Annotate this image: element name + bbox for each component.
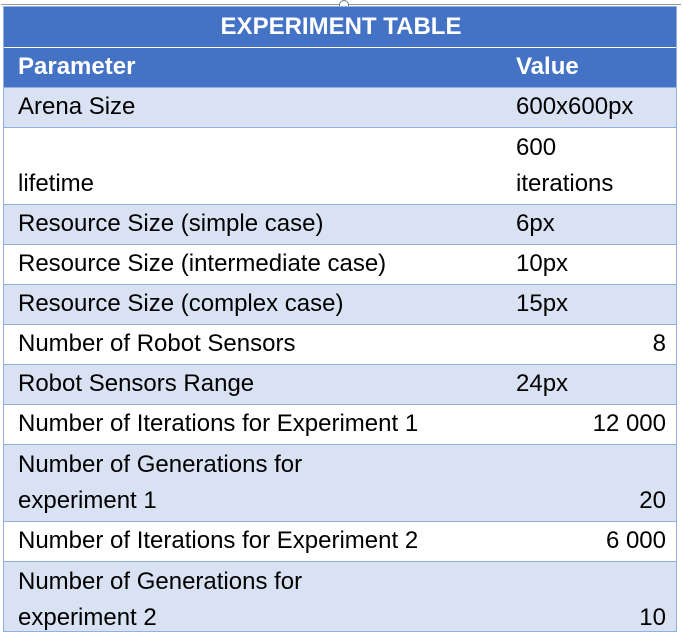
table-row: Number of Iterations for Experiment 2 6 … [4,520,676,561]
table-row: lifetime 600 iterations [4,126,676,204]
parameter-cell: Number of Generations for experiment 1 [4,443,504,521]
table-row: Resource Size (complex case) 15px [4,283,676,324]
parameter-column-header: Parameter [4,47,504,87]
value-column-header: Value [504,47,676,87]
parameter-cell: Resource Size (simple case) [4,203,504,244]
parameter-cell: Arena Size [4,86,504,127]
table-header-row: Parameter Value [4,47,676,87]
table-row: Arena Size 600x600px [4,86,676,127]
parameter-cell: Number of Robot Sensors [4,323,504,364]
parameter-cell: Resource Size (intermediate case) [4,243,504,284]
value-line: iterations [516,169,614,197]
value-cell: 12 000 [504,403,676,444]
parameter-line: Number of Generations for [18,568,303,595]
parameter-line: experiment 2 [18,604,157,631]
table-row: Resource Size (simple case) 6px [4,203,676,244]
value-cell: 15px [504,283,676,324]
table-row: Robot Sensors Range 24px [4,363,676,404]
parameter-cell: Number of Generations for experiment 2 [4,560,504,631]
parameter-cell: lifetime [4,126,504,204]
value-cell: 24px [504,363,676,404]
value-cell: 600 iterations [504,126,676,204]
parameter-cell: Number of Iterations for Experiment 1 [4,403,504,444]
experiment-table-frame: EXPERIMENT TABLE Parameter Value Arena S… [3,6,677,632]
table-row: Number of Robot Sensors 8 [4,323,676,364]
value-cell: 6 000 [504,520,676,561]
table-row: Number of Generations for experiment 1 2… [4,443,676,521]
value-cell: 20 [504,443,676,521]
value-cell: 10px [504,243,676,284]
parameter-line: Number of Generations for [18,450,303,478]
table-row: Resource Size (intermediate case) 10px [4,243,676,284]
parameter-line: experiment 1 [18,486,157,514]
value-cell: 10 [504,560,676,631]
value-cell: 8 [504,323,676,364]
experiment-table: EXPERIMENT TABLE Parameter Value Arena S… [4,7,676,631]
parameter-cell: Number of Iterations for Experiment 2 [4,520,504,561]
value-cell: 600x600px [504,86,676,127]
table-row: Number of Iterations for Experiment 1 12… [4,403,676,444]
value-cell: 6px [504,203,676,244]
table-title: EXPERIMENT TABLE [4,7,676,48]
table-title-row: EXPERIMENT TABLE [4,7,676,48]
table-row: Number of Generations for experiment 2 1… [4,560,676,631]
parameter-cell: Robot Sensors Range [4,363,504,404]
parameter-cell: Resource Size (complex case) [4,283,504,324]
value-line: 600 [516,133,557,161]
